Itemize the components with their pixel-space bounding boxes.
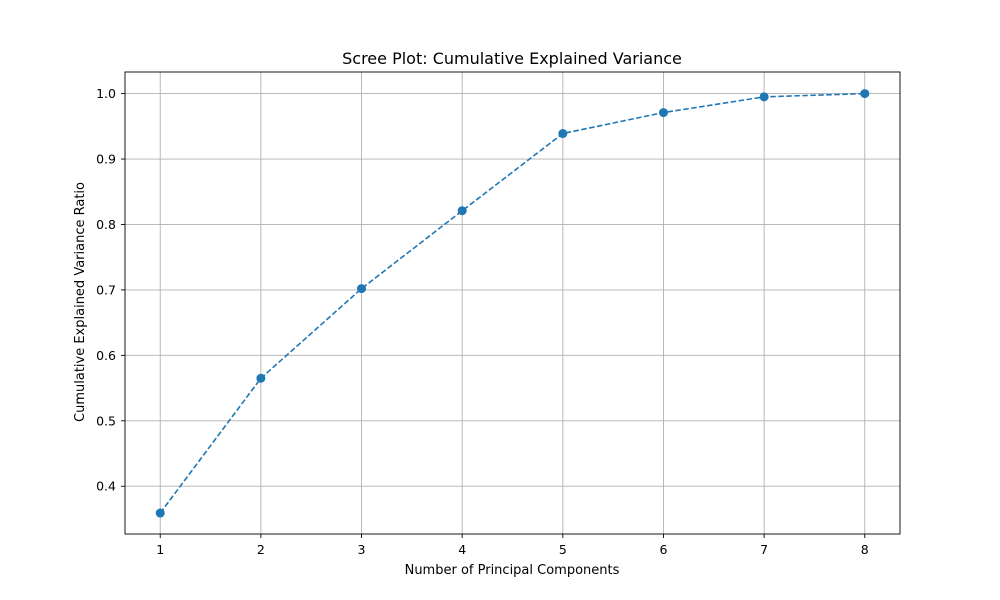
y-tick-label: 0.6	[96, 348, 116, 363]
series-layer	[155, 89, 870, 518]
y-tick-label: 0.8	[96, 217, 116, 232]
series-line	[159, 92, 865, 514]
data-point	[759, 92, 769, 102]
x-tick-label: 6	[659, 542, 667, 557]
y-tick-label: 0.7	[96, 282, 116, 297]
x-tick-label: 2	[257, 542, 265, 557]
data-point	[658, 108, 668, 118]
x-tick-label: 3	[358, 542, 366, 557]
data-point	[860, 89, 870, 99]
x-tick-label: 7	[760, 542, 768, 557]
x-tick-label: 4	[458, 542, 466, 557]
x-tick-label: 8	[861, 542, 869, 557]
data-point	[558, 129, 568, 139]
x-axis-label: Number of Principal Components	[405, 563, 620, 578]
axes-frame	[124, 71, 901, 535]
y-tick-label: 1.0	[96, 86, 116, 101]
data-point	[256, 373, 266, 383]
data-point	[457, 206, 467, 216]
y-tick-label: 0.5	[96, 413, 116, 428]
y-axis-label: Cumulative Explained Variance Ratio	[73, 182, 88, 422]
x-tick-label: 1	[156, 542, 164, 557]
chart-title: Scree Plot: Cumulative Explained Varianc…	[342, 49, 682, 68]
data-point	[357, 284, 367, 294]
axis-ticks: 1 2 3 4 5 6 7 8 0.4 0.5 0.6 0.7 0.8 0.9 1.0	[96, 86, 869, 557]
data-point	[155, 508, 165, 518]
x-tick-label: 5	[559, 542, 567, 557]
grid-lines	[125, 72, 900, 534]
y-tick-label: 0.9	[96, 152, 116, 167]
y-tick-label: 0.4	[96, 479, 116, 494]
